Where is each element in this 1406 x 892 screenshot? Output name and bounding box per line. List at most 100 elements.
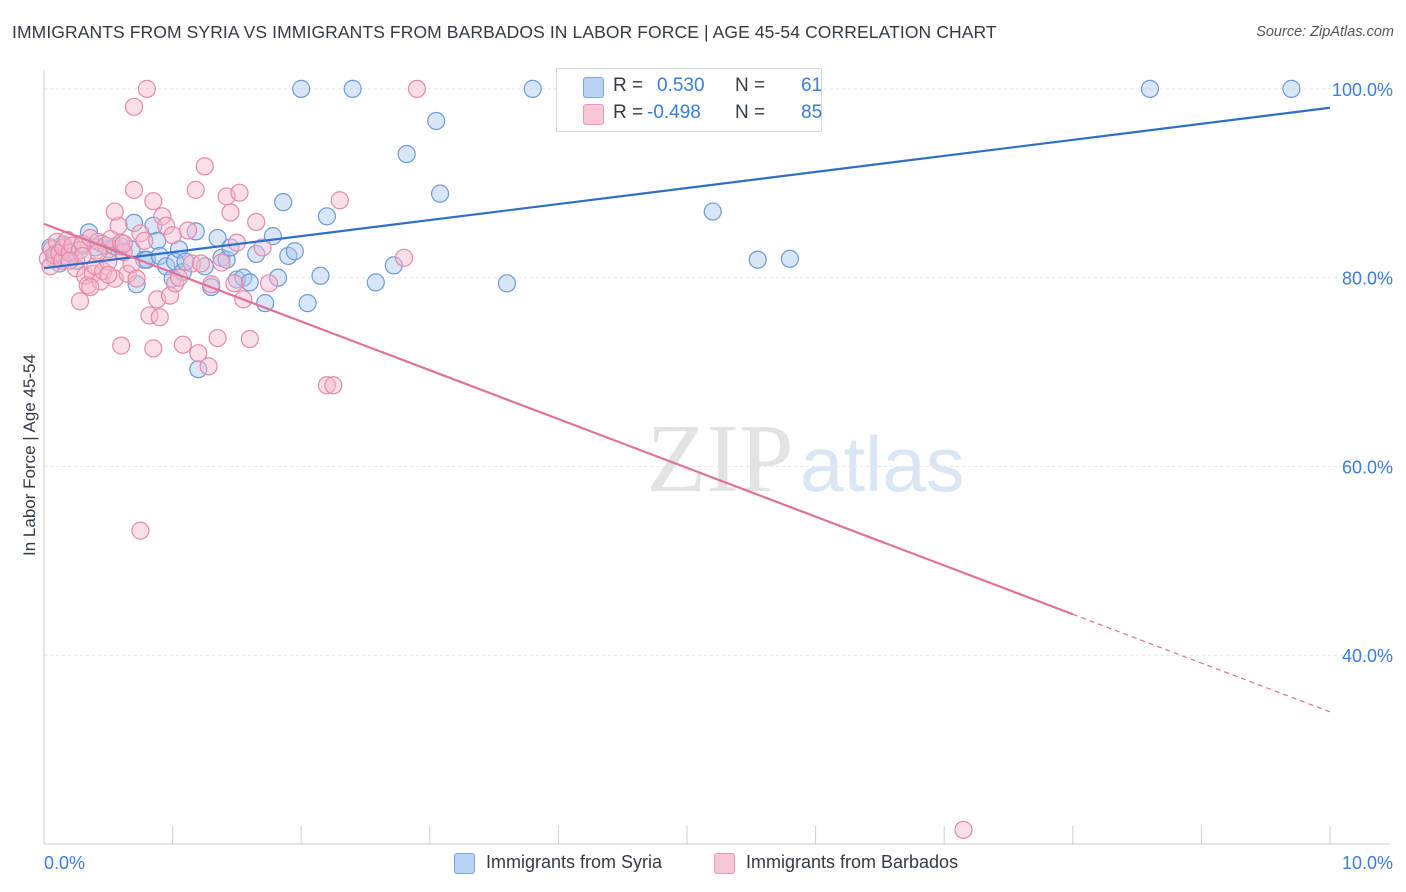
axes xyxy=(43,70,1390,845)
barbados-point xyxy=(212,253,231,272)
syria-point xyxy=(240,273,259,292)
barbados-point xyxy=(153,207,172,226)
syria-point xyxy=(292,79,311,98)
barbados-point xyxy=(240,329,259,349)
legend-swatch-barbados xyxy=(583,104,604,125)
legend-r-label: R = xyxy=(613,75,644,96)
y-tick-label: 40.0% xyxy=(1342,646,1393,666)
barbados-point xyxy=(247,212,266,232)
source-credit: Source: ZipAtlas.com xyxy=(1256,24,1394,40)
tick-labels: 40.0% 60.0% 80.0% 100.0% 0.0% 10.0% xyxy=(44,80,1393,873)
syria-point xyxy=(1282,79,1301,98)
syria-point xyxy=(427,111,446,131)
legend-swatch-syria xyxy=(583,77,604,98)
barbados-point xyxy=(259,274,279,293)
barbados-point xyxy=(394,248,414,267)
barbados-point xyxy=(124,97,144,116)
syria-point xyxy=(298,294,317,313)
syria-point xyxy=(397,144,416,164)
barbados-point xyxy=(199,357,218,376)
syria-point xyxy=(703,202,722,221)
syria-point xyxy=(268,268,288,287)
barbados-point xyxy=(137,79,156,98)
syria-point xyxy=(186,222,205,241)
barbados-point xyxy=(208,328,227,348)
barbados-point xyxy=(230,183,249,202)
syria-point xyxy=(124,213,144,233)
legend-r-value-barbados: -0.498 xyxy=(647,102,701,123)
barbados-point xyxy=(81,277,100,297)
barbados-point xyxy=(114,234,133,253)
syria-point xyxy=(780,249,799,268)
x-tick-label: 0.0% xyxy=(44,853,85,873)
barbados-point xyxy=(144,339,163,358)
bottom-legend-label-syria: Immigrants from Syria xyxy=(486,852,663,872)
watermark-zip: ZIP xyxy=(647,405,794,513)
syria-point xyxy=(366,273,385,292)
legend-n-label: N = xyxy=(735,75,766,96)
syria-point xyxy=(311,266,330,285)
barbados-trend-line xyxy=(43,222,1074,616)
barbados-point xyxy=(99,265,118,284)
barbados-point xyxy=(144,192,163,211)
barbados-trend-line-extension xyxy=(1072,613,1331,713)
syria-point xyxy=(1140,79,1160,98)
barbados-point xyxy=(225,274,244,293)
barbados-point xyxy=(253,238,272,257)
syria-point xyxy=(285,242,304,261)
barbados-point xyxy=(124,180,144,199)
syria-point xyxy=(176,252,195,271)
syria-point xyxy=(343,79,362,98)
barbados-point xyxy=(118,264,137,283)
syria-point xyxy=(317,207,337,226)
barbados-point xyxy=(195,157,214,176)
watermark-atlas: atlas xyxy=(800,420,965,508)
legend-n-value-barbados: 85 xyxy=(801,102,823,123)
barbados-point xyxy=(163,226,182,245)
trend-lines xyxy=(43,106,1331,713)
legend-r-value-syria: 0.530 xyxy=(657,75,705,96)
syria-point xyxy=(127,275,146,294)
syria-point xyxy=(748,250,767,269)
barbados-point xyxy=(135,231,154,250)
barbados-point xyxy=(221,203,240,222)
barbados-point xyxy=(178,221,198,240)
barbados-point xyxy=(330,191,349,210)
barbados-point xyxy=(407,79,427,98)
x-tick-label: 10.0% xyxy=(1342,853,1393,873)
barbados-point xyxy=(105,202,124,221)
barbados-point xyxy=(131,521,150,540)
syria-point xyxy=(256,294,275,313)
barbados-point xyxy=(127,269,146,288)
barbados-point xyxy=(150,308,169,327)
barbados-point xyxy=(189,344,208,363)
bottom-legend-swatch-barbados xyxy=(714,853,735,874)
barbados-point xyxy=(112,336,131,355)
y-tick-label: 100.0% xyxy=(1332,80,1393,100)
syria-point xyxy=(189,360,208,379)
y-tick-label: 60.0% xyxy=(1342,457,1393,477)
barbados-point xyxy=(70,292,90,311)
legend-n-value-syria: 61 xyxy=(801,75,823,96)
syria-point xyxy=(247,244,266,264)
syria-point xyxy=(430,184,450,203)
barbados-point xyxy=(58,230,77,250)
bottom-legend-swatch-syria xyxy=(454,853,475,874)
legend-n-label: N = xyxy=(735,102,766,123)
y-axis-label: In Labor Force | Age 45-54 xyxy=(20,354,39,556)
syria-point xyxy=(523,79,542,98)
correlation-legend: R = 0.530 N = 61 R = -0.498 N = 85 xyxy=(556,68,822,132)
gridlines xyxy=(44,88,1390,656)
barbados-point xyxy=(186,180,205,199)
legend-r-label: R = xyxy=(613,102,644,123)
syria-trend-line xyxy=(43,106,1331,270)
barbados-point xyxy=(954,820,973,839)
y-tick-label: 80.0% xyxy=(1342,269,1393,289)
barbados-point xyxy=(191,254,210,273)
barbados-point xyxy=(157,216,176,235)
syria-point xyxy=(274,193,293,212)
barbados-point xyxy=(173,335,192,354)
barbados-points xyxy=(38,79,973,839)
chart-title: IMMIGRANTS FROM SYRIA VS IMMIGRANTS FROM… xyxy=(12,22,997,42)
